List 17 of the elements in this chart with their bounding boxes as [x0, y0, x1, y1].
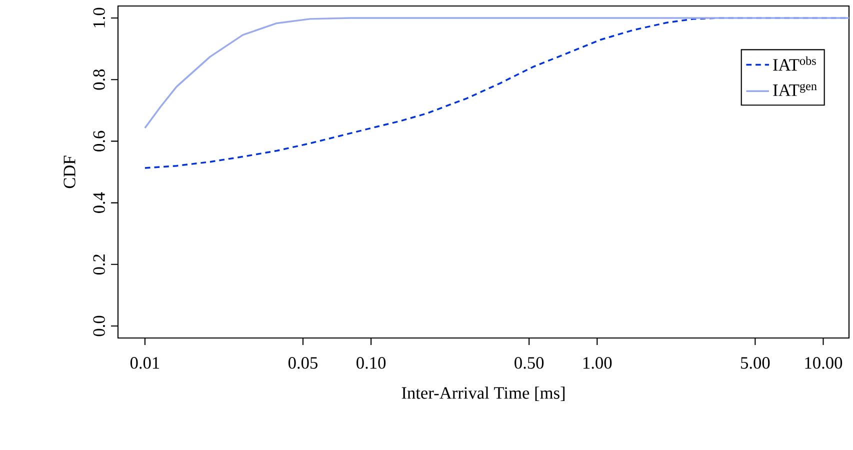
- x-tick-label: 0.10: [356, 357, 386, 369]
- x-tick-label: 0.50: [514, 357, 544, 369]
- y-tick-label: 0.8: [93, 69, 106, 90]
- x-tick-label: 1.00: [584, 357, 612, 369]
- y-tick-label: 1.0: [93, 8, 106, 28]
- x-axis-title: Inter-Arrival Time [ms]: [402, 386, 565, 401]
- y-tick-label: 0.0: [93, 316, 106, 336]
- x-tick-label: 5.00: [741, 357, 770, 369]
- y-tick-label: 0.2: [93, 254, 106, 275]
- x-tick-label: 0.01: [130, 357, 160, 369]
- x-tick-label: 10.00: [805, 357, 842, 369]
- y-axis-title: CDF: [64, 156, 76, 188]
- y-tick-label: 0.6: [93, 130, 106, 152]
- legend-label: IAT$^{obs}$: [773, 56, 816, 71]
- x-tick-label: 0.05: [288, 357, 318, 369]
- legend-label: IAT$^{gen}$: [773, 84, 817, 96]
- y-tick-label: 0.4: [93, 192, 106, 213]
